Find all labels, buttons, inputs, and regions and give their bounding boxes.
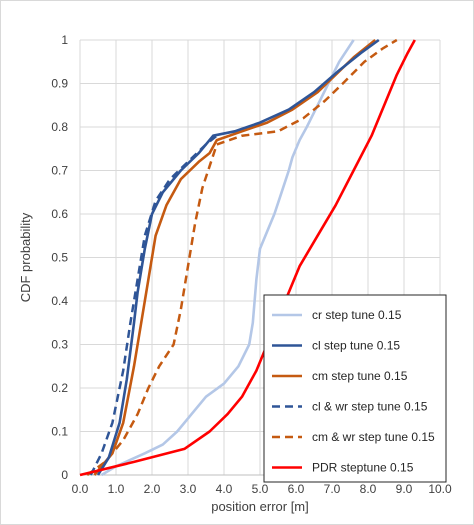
series-layer [79,38,416,477]
y-tick-label: 0.5 [51,251,68,265]
x-tick-label: 2.0 [144,482,161,496]
x-tick-label: 5.0 [252,482,269,496]
legend-label-1: cl step tune 0.15 [312,339,400,353]
x-tick-label: 9.0 [396,482,413,496]
y-axis-title: CDF probability [18,212,33,302]
legend-label-4: cm & wr step tune 0.15 [312,430,435,444]
x-tick-label: 1.0 [108,482,125,496]
y-tick-label: 0.3 [51,338,68,352]
legend-label-0: cr step tune 0.15 [312,308,402,322]
x-tick-label: 4.0 [216,482,233,496]
series-line-5 [79,39,416,477]
x-tick-label: 8.0 [360,482,377,496]
legend-label-3: cl & wr step tune 0.15 [312,400,428,414]
x-tick-label: 0.0 [72,482,89,496]
legend-label-5: PDR steptune 0.15 [312,461,414,475]
y-tick-label: 0.1 [51,425,68,439]
y-tick-label: 0.9 [51,77,68,91]
series-line-0 [100,39,355,477]
y-tick-label: 0 [61,468,68,482]
y-tick-label: 0.8 [51,120,68,134]
x-tick-label: 10.0 [428,482,452,496]
x-tick-label: 3.0 [180,482,197,496]
legend: cr step tune 0.15 cl step tune 0.15 cm ste… [263,294,447,483]
series-line-2 [93,38,377,476]
series-line-1 [96,38,380,476]
y-tick-label: 0.6 [51,207,68,221]
legend-box [263,294,447,483]
legend-label-2: cm step tune 0.15 [312,369,408,383]
y-tick-label: 0.2 [51,381,68,395]
series-line-4 [86,38,398,477]
y-tick-label: 0.4 [51,294,68,308]
x-tick-label: 7.0 [324,482,341,496]
tick-label-layer: 0.0 1.0 2.0 3.0 4.0 5.0 6.0 7.0 8.0 9.0 10.0 0 0.1 0.… [51,33,452,496]
x-tick-label: 6.0 [288,482,305,496]
y-tick-label: 1 [61,33,68,47]
y-tick-label: 0.7 [51,164,68,178]
x-axis-title: position error [m] [211,499,309,514]
